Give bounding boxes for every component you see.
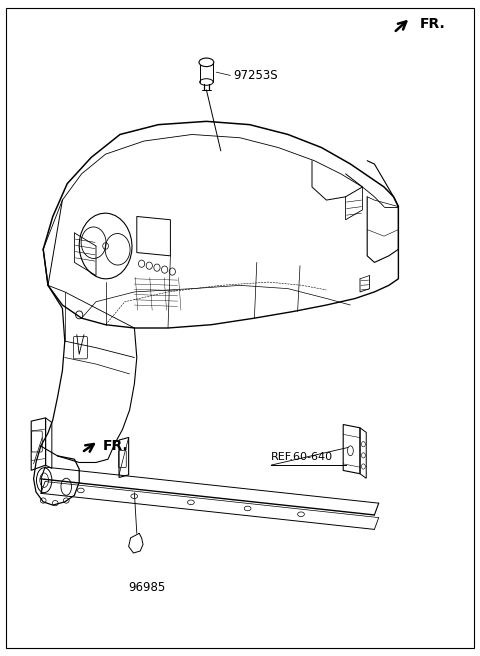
Ellipse shape — [199, 58, 214, 66]
Text: REF.60-640: REF.60-640 — [271, 453, 333, 462]
Text: 97253S: 97253S — [233, 69, 277, 82]
Text: 96985: 96985 — [128, 581, 165, 594]
Ellipse shape — [200, 79, 213, 85]
Text: FR.: FR. — [420, 17, 446, 31]
Text: FR.: FR. — [103, 439, 129, 453]
